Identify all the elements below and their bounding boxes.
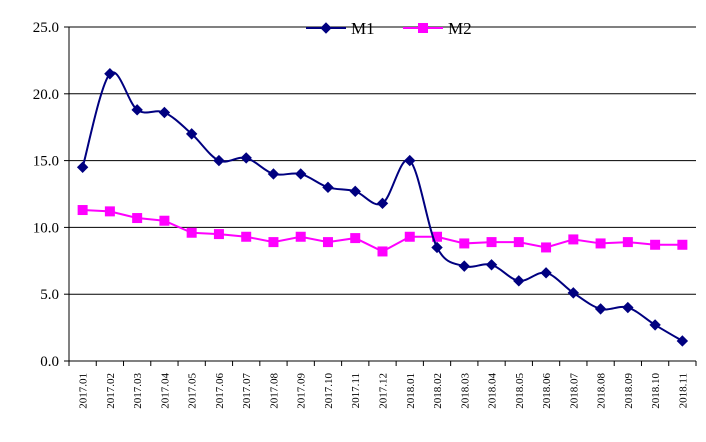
x-tick-label: 2017.04	[159, 373, 171, 409]
data-point-m2	[377, 246, 388, 257]
data-point-m1	[458, 260, 470, 272]
x-tick-label: 2018.11	[677, 373, 689, 408]
y-tick-label: 20.0	[33, 87, 59, 103]
x-tick-label: 2017.05	[187, 373, 199, 409]
data-point-m1	[131, 104, 143, 116]
data-point-m1	[513, 275, 525, 287]
data-point-m2	[459, 238, 470, 249]
data-point-m2	[322, 237, 333, 248]
legend-label: M2	[448, 19, 472, 38]
data-point-m2	[622, 237, 633, 248]
x-axis: 2017.01 2017.02 2017.03 2017.04 2017.05 2017.…	[68, 360, 697, 409]
data-point-m1	[485, 259, 498, 271]
x-tick-label: 2018.04	[487, 372, 499, 408]
gridlines	[69, 26, 696, 295]
data-point-m2	[241, 231, 252, 242]
x-tick-label: 2017.06	[214, 373, 226, 409]
x-tick-label: 2017.07	[241, 373, 253, 409]
series-m1	[76, 68, 689, 347]
data-point-m1	[267, 168, 280, 180]
data-point-m1	[649, 319, 661, 331]
data-point-m1	[567, 287, 580, 299]
data-point-m1	[431, 241, 443, 254]
data-point-m2	[213, 229, 224, 240]
x-tick-label: 2017.09	[296, 373, 308, 409]
x-tick-label: 2018.03	[459, 373, 471, 409]
data-point-m1	[676, 335, 689, 347]
legend-item-m1: M1	[306, 19, 375, 38]
data-point-m2	[513, 237, 524, 248]
x-tick-label: 2018.10	[650, 373, 662, 409]
data-point-m2	[350, 233, 361, 244]
data-point-m2	[677, 239, 688, 250]
x-tick-label: 2017.11	[350, 373, 362, 408]
data-point-m2	[104, 206, 115, 217]
legend: M1 M2	[306, 19, 472, 38]
data-point-m2	[650, 239, 661, 250]
data-point-m1	[158, 106, 171, 119]
data-point-m2	[132, 213, 143, 224]
data-point-m1	[404, 154, 416, 167]
y-axis: 0.0 5.0 10.0 15.0 20.0 25.0	[33, 20, 70, 370]
data-point-m2	[268, 237, 279, 248]
data-point-m1	[322, 181, 334, 194]
x-tick-label: 2018.05	[514, 373, 526, 409]
legend-marker	[418, 23, 428, 33]
x-tick-label: 2017.01	[78, 373, 90, 409]
data-point-m2	[159, 215, 170, 226]
x-tick-label: 2017.02	[105, 373, 117, 409]
data-point-m1	[185, 128, 198, 140]
x-tick-label: 2018.06	[541, 373, 553, 409]
legend-marker	[320, 22, 332, 34]
data-point-m2	[186, 227, 197, 238]
data-point-m1	[295, 168, 307, 180]
legend-label: M1	[351, 19, 375, 38]
data-point-m2	[486, 237, 497, 248]
data-point-m1	[540, 267, 552, 279]
data-point-m1	[376, 197, 389, 210]
y-tick-label: 10.0	[33, 220, 59, 236]
legend-item-m2: M2	[403, 19, 472, 38]
data-point-m1	[104, 68, 116, 80]
series-line-m2	[82, 209, 683, 253]
data-point-m2	[568, 234, 579, 245]
series-layer	[76, 68, 689, 347]
data-point-m1	[76, 161, 89, 173]
data-point-m2	[404, 231, 415, 242]
x-tick-label: 2017.10	[323, 373, 335, 409]
data-point-m1	[213, 154, 225, 167]
data-point-m1	[594, 303, 607, 315]
x-tick-label: 2017.08	[268, 373, 280, 409]
data-point-m2	[295, 231, 306, 242]
data-point-m1	[622, 301, 634, 314]
x-tick-label: 2018.01	[405, 373, 417, 409]
y-tick-label: 5.0	[40, 287, 59, 303]
x-tick-label: 2017.03	[132, 373, 144, 409]
data-point-m2	[77, 205, 88, 216]
x-tick-label: 2018.02	[432, 373, 444, 409]
data-point-m2	[595, 238, 606, 249]
data-point-m1	[240, 152, 252, 164]
data-point-m2	[541, 242, 552, 253]
series-m2	[77, 205, 688, 257]
x-tick-label: 2018.08	[596, 373, 608, 409]
y-tick-label: 0.0	[40, 354, 59, 370]
y-tick-label: 25.0	[33, 20, 59, 36]
x-tick-label: 2017.12	[378, 373, 390, 409]
x-tick-label: 2018.07	[568, 373, 580, 409]
data-point-m1	[349, 185, 361, 198]
y-tick-label: 15.0	[33, 154, 59, 170]
x-tick-label: 2018.09	[623, 373, 635, 409]
